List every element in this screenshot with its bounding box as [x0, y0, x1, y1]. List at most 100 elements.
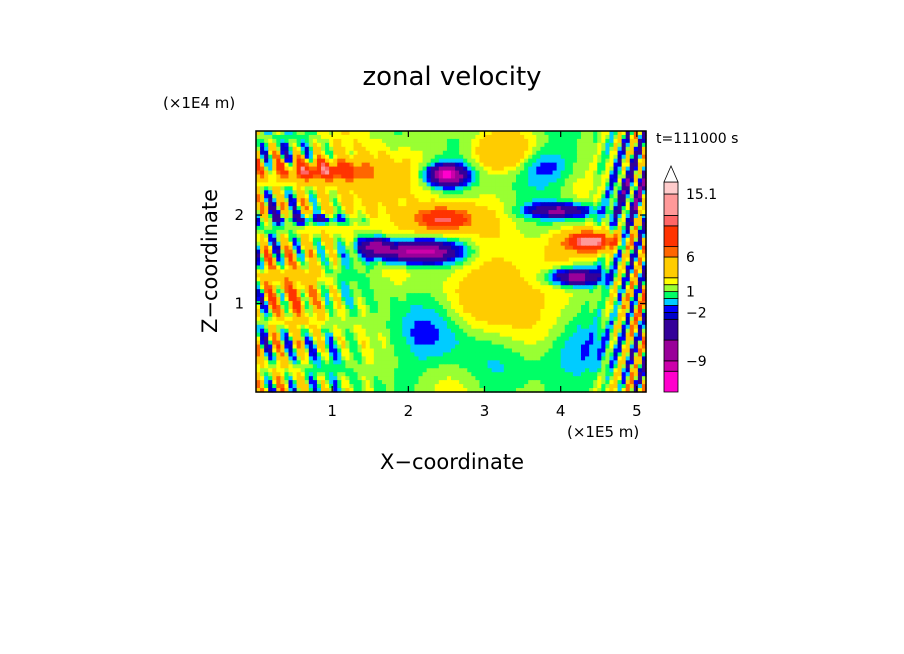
heatmap-cell [576, 182, 582, 187]
heatmap-cell [475, 233, 481, 239]
heatmap-cell [576, 194, 582, 199]
heatmap-cell [394, 210, 399, 215]
heatmap-cell [337, 277, 342, 282]
heatmap-cell [520, 198, 525, 203]
heatmap-cell [365, 146, 371, 152]
heatmap-cell [585, 138, 590, 144]
heatmap-cell [581, 241, 586, 247]
heatmap-cell [438, 301, 444, 306]
heatmap-cell [398, 293, 403, 298]
heatmap-cell [593, 138, 598, 144]
heatmap-cell [349, 285, 355, 290]
heatmap-cell [292, 170, 298, 176]
heatmap-cell [349, 146, 355, 152]
heatmap-cell [353, 182, 359, 187]
heatmap-cell [377, 174, 383, 180]
heatmap-cell [264, 316, 269, 322]
heatmap-cell [621, 332, 627, 338]
heatmap-cell [345, 312, 351, 318]
heatmap-cell [418, 277, 424, 282]
heatmap-cell [455, 198, 460, 203]
heatmap-cell [572, 265, 578, 270]
heatmap-cell [479, 289, 485, 294]
heatmap-cell [296, 269, 302, 274]
heatmap-cell [524, 142, 529, 148]
heatmap-cell [325, 194, 330, 199]
heatmap-cell [341, 316, 346, 322]
heatmap-cell [260, 332, 265, 338]
heatmap-cell [312, 312, 318, 318]
heatmap-cell [560, 257, 566, 263]
heatmap-cell [308, 229, 314, 235]
heatmap-cell [483, 289, 489, 294]
heatmap-cell [499, 198, 505, 203]
heatmap-cell [272, 312, 277, 318]
heatmap-cell [325, 249, 330, 255]
heatmap-cell [260, 194, 265, 199]
heatmap-cell [511, 320, 517, 326]
heatmap-cell [292, 131, 298, 136]
heatmap-cell [556, 142, 562, 148]
heatmap-cell [337, 198, 342, 203]
heatmap-cell [520, 257, 525, 263]
heatmap-cell [381, 281, 387, 286]
heatmap-cell [625, 214, 631, 219]
heatmap-cell [507, 146, 513, 152]
heatmap-cell [625, 273, 631, 278]
heatmap-cell [564, 131, 570, 136]
heatmap-cell [593, 308, 598, 314]
heatmap-cell [511, 269, 517, 274]
heatmap-cell [357, 316, 363, 322]
heatmap-cell [402, 289, 407, 294]
heatmap-cell [544, 277, 550, 282]
heatmap-cell [475, 138, 481, 144]
heatmap-cell [381, 138, 387, 144]
heatmap-cell [369, 265, 375, 270]
heatmap-cell [524, 162, 529, 168]
heatmap-cell [292, 134, 298, 140]
heatmap-cell [479, 265, 485, 270]
heatmap-cell [511, 202, 517, 207]
heatmap-cell [430, 261, 436, 267]
heatmap-cell [292, 297, 298, 302]
heatmap-cell [349, 166, 355, 172]
heatmap-cell [422, 233, 428, 239]
heatmap-cell [386, 253, 391, 259]
heatmap-cell [572, 245, 578, 251]
heatmap-cell [601, 253, 606, 259]
heatmap-cell [410, 320, 416, 326]
heatmap-cell [483, 186, 489, 191]
heatmap-cell [300, 146, 306, 152]
heatmap-cell [617, 269, 623, 274]
heatmap-cell [272, 166, 277, 172]
heatmap-cell [345, 277, 351, 282]
heatmap-cell [511, 170, 517, 176]
heatmap-cell [491, 281, 497, 286]
heatmap-cell [304, 194, 310, 199]
heatmap-cell [284, 229, 290, 235]
heatmap-cell [345, 257, 351, 263]
heatmap-cell [260, 146, 265, 152]
heatmap-cell [528, 257, 533, 263]
heatmap-cell [507, 178, 513, 183]
heatmap-cell [398, 158, 403, 164]
heatmap-cell [556, 273, 562, 278]
heatmap-cell [312, 316, 318, 322]
heatmap-cell [536, 178, 541, 183]
heatmap-cell [560, 261, 566, 267]
heatmap-cell [296, 265, 302, 270]
heatmap-cell [593, 320, 598, 326]
heatmap-cell [272, 182, 277, 187]
heatmap-cell [345, 324, 351, 330]
heatmap-cell [585, 308, 590, 314]
heatmap-cell [284, 312, 290, 318]
heatmap-cell [532, 194, 537, 199]
heatmap-cell [540, 134, 546, 140]
heatmap-cell [329, 174, 334, 180]
heatmap-cell [398, 178, 403, 183]
heatmap-cell [373, 269, 379, 274]
heatmap-cell [609, 301, 615, 306]
heatmap-cell [345, 150, 351, 156]
heatmap-cell [329, 320, 334, 326]
heatmap-cell [264, 158, 269, 164]
